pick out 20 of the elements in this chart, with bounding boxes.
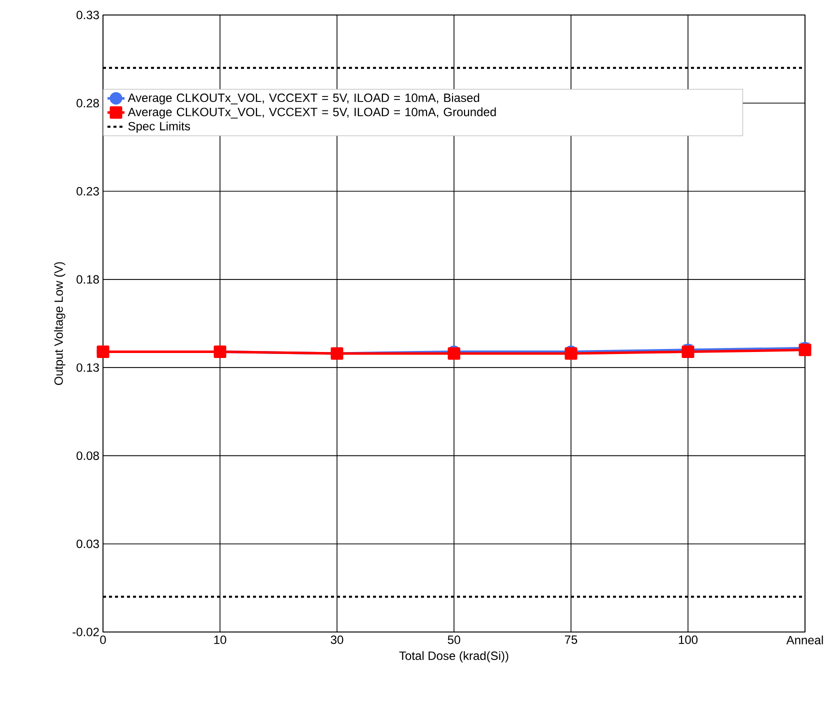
legend-label: Average CLKOUTx_VOL, VCCEXT = 5V, ILOAD = 10mA, Grounded — [128, 107, 496, 119]
legend-label: Spec Limits — [128, 122, 190, 133]
x-tick-label: 10 — [214, 636, 226, 644]
y-axis-title: Output Voltage Low (V) — [54, 262, 66, 385]
y-tick-label: -0.02 — [72, 628, 99, 636]
y-tick-label: 0.03 — [76, 540, 99, 548]
y-tick-label: 0.18 — [76, 275, 99, 284]
x-axis-title: Total Dose (krad(Si)) — [399, 651, 508, 662]
y-tick-label: 0.13 — [76, 363, 99, 372]
x-tick-label: 30 — [330, 636, 344, 644]
x-tick-label: 0 — [100, 636, 106, 644]
x-tick-label: 75 — [564, 636, 578, 644]
legend-label: Average CLKOUTx_VOL, VCCEXT = 5V, ILOAD = 10mA, Biased — [128, 93, 480, 104]
x-tick-label: 50 — [448, 636, 460, 644]
x-tick-label: Anneal — [786, 636, 823, 644]
y-tick-label: 0.23 — [76, 187, 99, 196]
y-tick-label: 0.28 — [76, 98, 99, 108]
x-tick-label: 100 — [678, 636, 698, 644]
y-tick-label: 0.33 — [76, 10, 99, 20]
y-tick-label: 0.08 — [76, 451, 99, 460]
